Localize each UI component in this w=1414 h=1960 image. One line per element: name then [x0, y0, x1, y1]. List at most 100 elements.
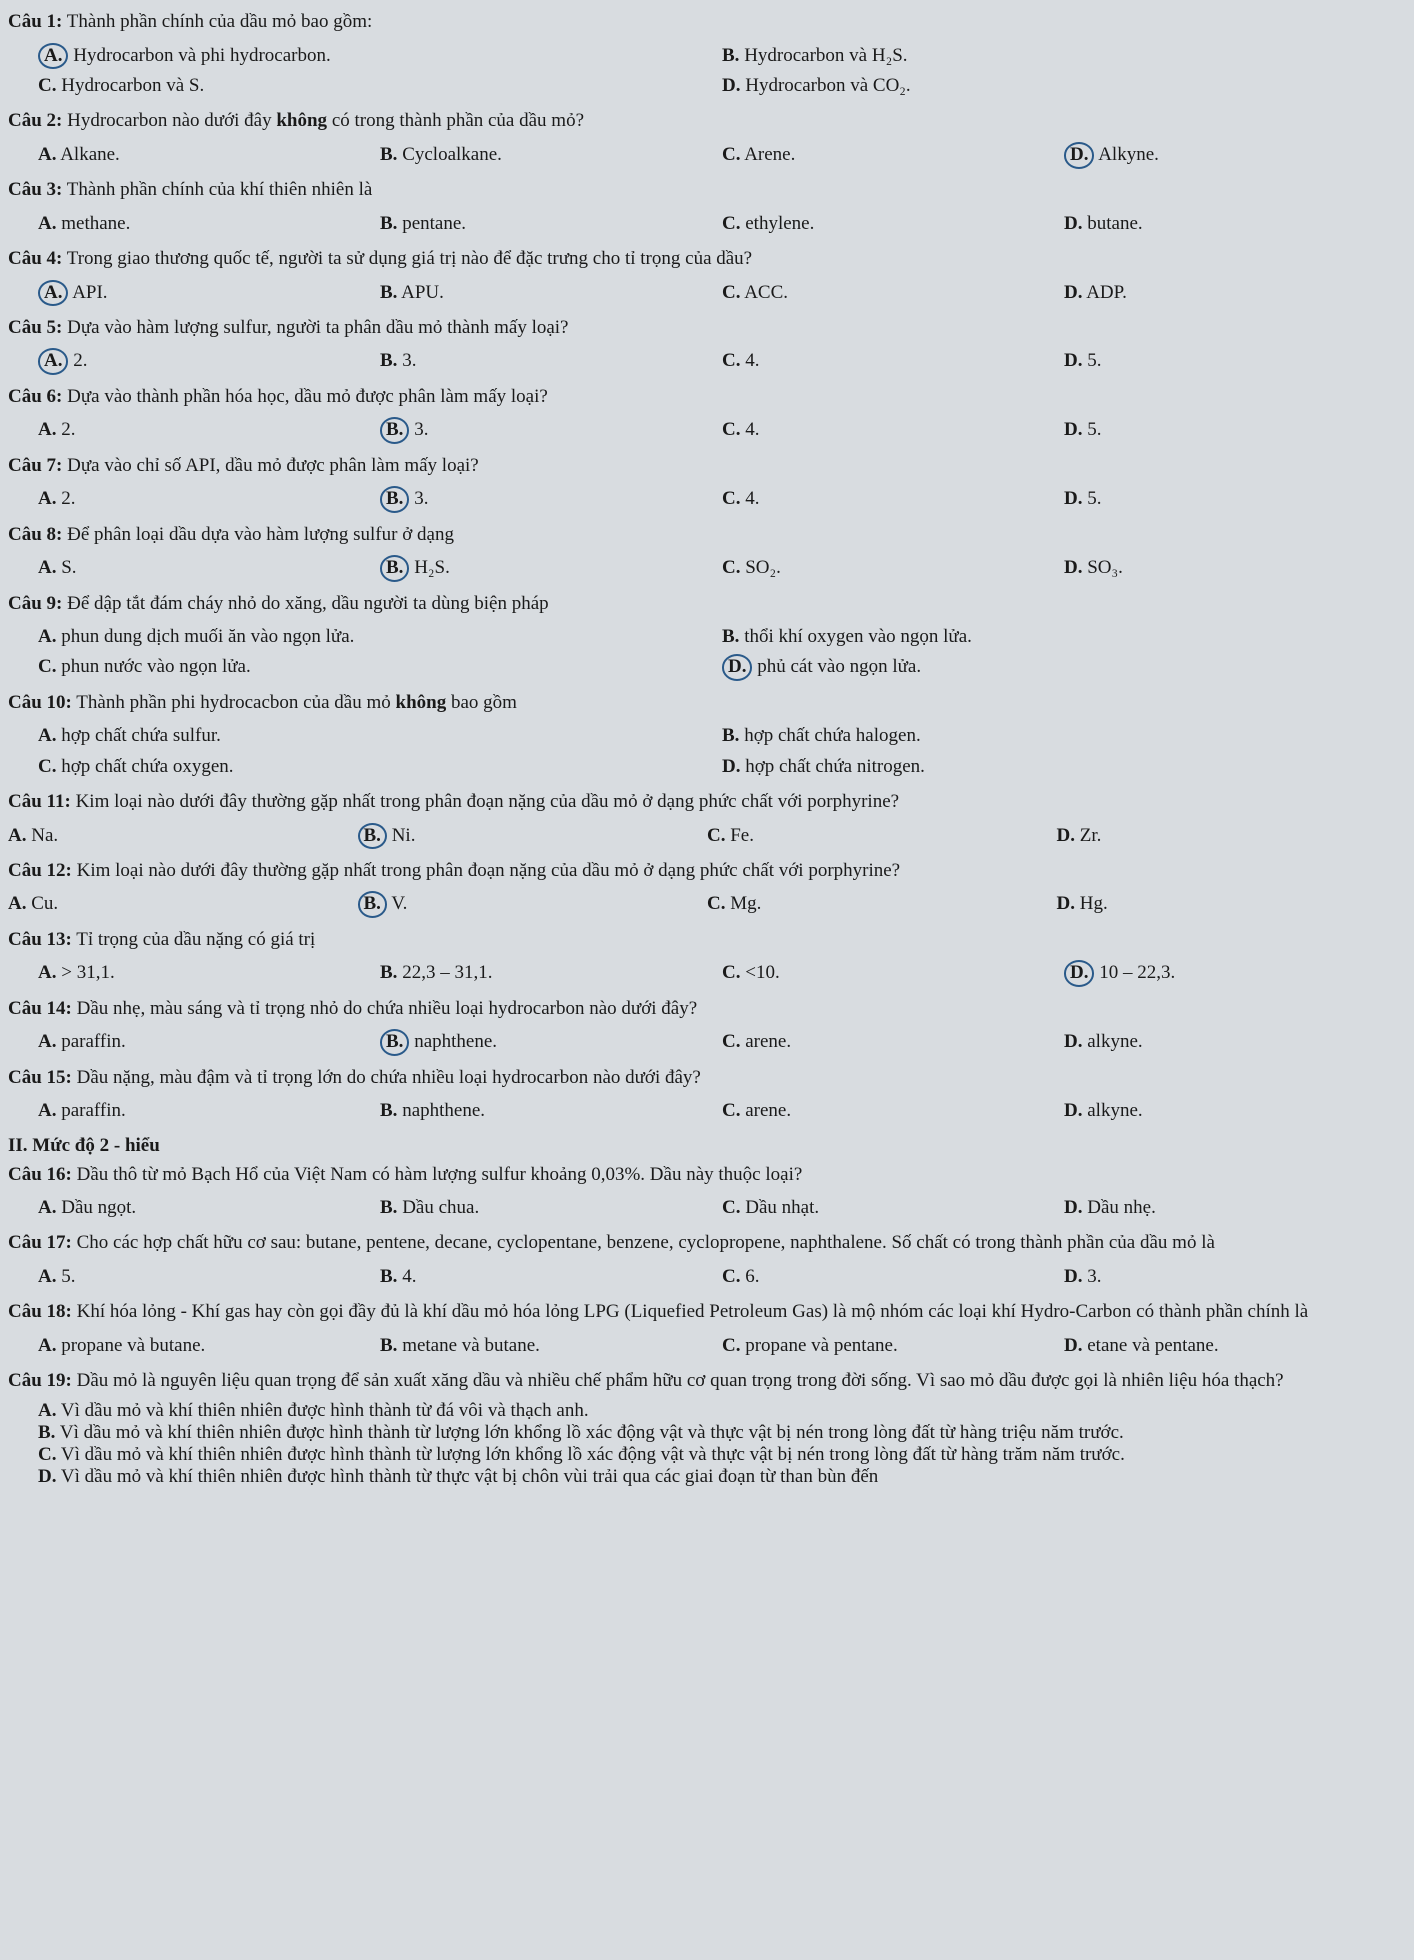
opt-label-d: D. [1064, 213, 1082, 234]
question-14: Câu 14: Dầu nhẹ, màu sáng và tỉ trọng nh… [8, 995, 1406, 1058]
q5-opt-c: C. 4. [722, 346, 1064, 376]
q17-label: Câu 17: [8, 1232, 72, 1253]
q7-opt-c: C. 4. [722, 484, 1064, 514]
question-17: Câu 17: Cho các hợp chất hữu cơ sau: but… [8, 1229, 1406, 1292]
opt-label-d: D. [38, 1466, 56, 1487]
q19-a-text: Vì dầu mỏ và khí thiên nhiên được hình t… [61, 1400, 589, 1421]
q18-body: Khí hóa lỏng - Khí gas hay còn gọi đầy đ… [72, 1301, 1308, 1322]
q10-body2: bao gồm [446, 692, 517, 713]
q2-c-text: Arene. [744, 144, 795, 165]
q8-c-text: SO₂. [745, 557, 781, 578]
opt-label-a: A. [38, 348, 68, 375]
q3-a-text: methane. [61, 213, 130, 234]
q14-body: Dầu nhẹ, màu sáng và tỉ trọng nhỏ do chứ… [72, 998, 697, 1019]
q5-options: A. 2. B. 3. C. 4. D. 5. [8, 346, 1406, 376]
q6-a-text: 2. [61, 419, 75, 440]
question-16: Câu 16: Dầu thô từ mỏ Bạch Hổ của Việt N… [8, 1161, 1406, 1224]
q5-opt-b: B. 3. [380, 346, 722, 376]
opt-label-d: D. [1057, 893, 1075, 914]
question-3: Câu 3: Thành phần chính của khí thiên nh… [8, 176, 1406, 239]
q2-opt-d: D. Alkyne. [1064, 140, 1406, 170]
q13-options: A. > 31,1. B. 22,3 – 31,1. C. <10. D. 10… [8, 958, 1406, 988]
q9-options: A. phun dung dịch muối ăn vào ngọn lửa. … [8, 622, 1406, 683]
q12-text: Câu 12: Kim loại nào dưới đây thường gặp… [8, 857, 1406, 886]
opt-label-c: C. [38, 75, 56, 96]
opt-label-b: B. [722, 626, 739, 647]
q4-b-text: APU. [401, 282, 444, 303]
q17-opt-d: D. 3. [1064, 1262, 1406, 1292]
opt-label-d: D. [1064, 557, 1082, 578]
q18-text: Câu 18: Khí hóa lỏng - Khí gas hay còn g… [8, 1298, 1406, 1327]
q6-opt-a: A. 2. [38, 415, 380, 445]
q13-opt-d: D. 10 – 22,3. [1064, 958, 1406, 988]
q19-body: Dầu mỏ là nguyên liệu quan trọng để sản … [72, 1370, 1284, 1391]
q16-label: Câu 16: [8, 1164, 72, 1185]
opt-label-c: C. [722, 350, 740, 371]
q7-label: Câu 7: [8, 455, 62, 476]
opt-label-a: A. [38, 43, 68, 70]
q3-text: Câu 3: Thành phần chính của khí thiên nh… [8, 176, 1406, 205]
q11-opt-a: A. Na. [8, 821, 358, 851]
q11-opt-d: D. Zr. [1057, 821, 1407, 851]
q9-c-text: phun nước vào ngọn lửa. [61, 656, 250, 677]
q3-c-text: ethylene. [745, 213, 814, 234]
q3-options: A. methane. B. pentane. C. ethylene. D. … [8, 209, 1406, 239]
q7-b-text: 3. [414, 488, 428, 509]
opt-label-d: D. [1064, 142, 1094, 169]
opt-label-a: A. [38, 725, 56, 746]
q4-a-text: API. [72, 282, 107, 303]
q4-c-text: ACC. [744, 282, 788, 303]
q1-options: A. Hydrocarbon và phi hydrocarbon. B. Hy… [8, 41, 1406, 102]
q7-options: A. 2. B. 3. C. 4. D. 5. [8, 484, 1406, 514]
q12-options: A. Cu. B. V. C. Mg. D. Hg. [8, 889, 1406, 919]
q3-d-text: butane. [1087, 213, 1142, 234]
q17-a-text: 5. [61, 1266, 75, 1287]
opt-label-b: B. [38, 1422, 55, 1443]
opt-label-a: A. [8, 893, 26, 914]
q7-a-text: 2. [61, 488, 75, 509]
opt-label-c: C. [722, 1335, 740, 1356]
q17-d-text: 3. [1087, 1266, 1101, 1287]
opt-label-d: D. [1064, 1031, 1082, 1052]
q18-d-text: etane và pentane. [1087, 1335, 1218, 1356]
q18-opt-d: D. etane và pentane. [1064, 1331, 1406, 1361]
q15-c-text: arene. [745, 1100, 791, 1121]
q19-opt-d: D. Vì dầu mỏ và khí thiên nhiên được hìn… [8, 1466, 1406, 1488]
q14-opt-c: C. arene. [722, 1027, 1064, 1057]
q11-label: Câu 11: [8, 791, 71, 812]
question-15: Câu 15: Dầu nặng, màu đậm và tỉ trọng lớ… [8, 1064, 1406, 1127]
q19-b-text: Vì dầu mỏ và khí thiên nhiên được hình t… [60, 1422, 1124, 1443]
opt-label-a: A. [38, 1335, 56, 1356]
q17-b-text: 4. [402, 1266, 416, 1287]
q6-opt-d: D. 5. [1064, 415, 1406, 445]
q10-opt-c: C. hợp chất chứa oxygen. [38, 752, 722, 782]
q15-opt-a: A. paraffin. [38, 1096, 380, 1126]
q19-d-text: Vì dầu mỏ và khí thiên nhiên được hình t… [61, 1466, 878, 1487]
opt-label-d: D. [1064, 1266, 1082, 1287]
q5-body: Dựa vào hàm lượng sulfur, người ta phân … [62, 317, 568, 338]
q14-c-text: arene. [745, 1031, 791, 1052]
opt-label-c: C. [722, 1031, 740, 1052]
q9-opt-b: B. thổi khí oxygen vào ngọn lửa. [722, 622, 1406, 652]
q15-opt-c: C. arene. [722, 1096, 1064, 1126]
q7-opt-d: D. 5. [1064, 484, 1406, 514]
opt-label-a: A. [38, 1100, 56, 1121]
q12-body: Kim loại nào dưới đây thường gặp nhất tr… [72, 860, 900, 881]
opt-label-d: D. [1057, 825, 1075, 846]
opt-label-a: A. [38, 626, 56, 647]
q18-opt-c: C. propane và pentane. [722, 1331, 1064, 1361]
opt-label-c: C. [722, 419, 740, 440]
q10-b-text: hợp chất chứa halogen. [744, 725, 921, 746]
opt-label-b: B. [380, 350, 397, 371]
question-12: Câu 12: Kim loại nào dưới đây thường gặp… [8, 857, 1406, 920]
q3-opt-a: A. methane. [38, 209, 380, 239]
q1-opt-c: C. Hydrocarbon và S. [38, 71, 722, 101]
q11-b-text: Ni. [392, 825, 416, 846]
q19-c-text: Vì dầu mỏ và khí thiên nhiên được hình t… [61, 1444, 1125, 1465]
question-9: Câu 9: Để dập tắt đám cháy nhỏ do xăng, … [8, 590, 1406, 683]
opt-label-d: D. [1064, 419, 1082, 440]
q2-body1: Hydrocarbon nào dưới đây [62, 110, 276, 131]
q13-d-text: 10 – 22,3. [1099, 962, 1175, 983]
q8-d-text: SO₃. [1087, 557, 1123, 578]
q16-c-text: Dầu nhạt. [745, 1197, 819, 1218]
